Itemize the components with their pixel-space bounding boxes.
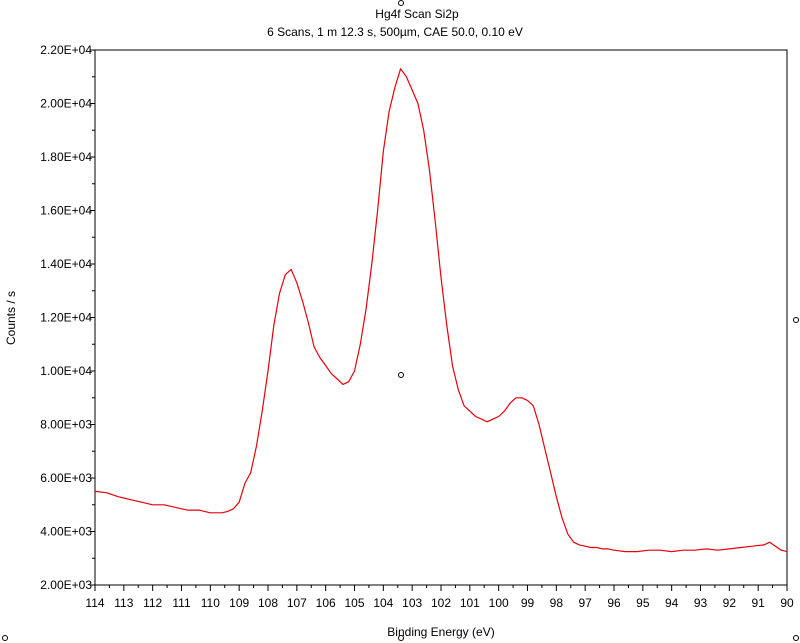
y-tick-label: 4.00E+03 xyxy=(40,525,92,539)
x-tick-label: 110 xyxy=(201,596,220,610)
y-tick-label: 1.80E+04 xyxy=(40,150,92,164)
chart-subtitle: 6 Scans, 1 m 12.3 s, 500µm, CAE 50.0, 0.… xyxy=(267,25,523,39)
x-tick-label: 94 xyxy=(665,596,679,610)
series-line-0 xyxy=(94,68,788,553)
x-axis: 114 113 112 111 110 109 108 107 106 105 104 103 102 1… xyxy=(85,585,794,610)
y-tick-label: 2.00E+03 xyxy=(40,578,92,592)
y-tick-label: 1.00E+04 xyxy=(40,364,92,378)
x-tick-label: 101 xyxy=(460,596,480,610)
x-tick-label: 106 xyxy=(316,596,336,610)
y-tick-label: 1.20E+04 xyxy=(40,311,92,325)
marker-top xyxy=(398,0,404,6)
x-tick-label: 103 xyxy=(402,596,422,610)
y-axis: 2.00E+03 4.00E+03 6.00E+03 8.00E+03 1.00E+04… xyxy=(40,43,95,592)
x-tick-label: 107 xyxy=(287,596,307,610)
y-tick-label: 8.00E+03 xyxy=(40,418,92,432)
marker-bottom-right xyxy=(793,635,799,641)
x-tick-label: 92 xyxy=(723,596,737,610)
x-tick-label: 113 xyxy=(114,596,133,610)
x-tick-label: 102 xyxy=(431,596,451,610)
y-tick-label: 2.00E+04 xyxy=(40,97,92,111)
x-axis-title: Binding Energy (eV) xyxy=(387,625,494,639)
x-tick-label: 99 xyxy=(521,596,535,610)
x-tick-label: 104 xyxy=(373,596,393,610)
plot-frame xyxy=(94,49,788,586)
x-tick-label: 105 xyxy=(344,596,364,610)
y-tick-label: 6.00E+03 xyxy=(40,471,92,485)
x-tick-label: 108 xyxy=(258,596,278,610)
x-tick-label: 90 xyxy=(780,596,794,610)
marker-bottom xyxy=(398,635,404,641)
x-tick-label: 91 xyxy=(751,596,765,610)
y-tick-label: 1.60E+04 xyxy=(40,204,92,218)
x-tick-label: 100 xyxy=(489,596,509,610)
x-tick-label: 98 xyxy=(550,596,564,610)
x-tick-label: 96 xyxy=(607,596,621,610)
x-tick-label: 109 xyxy=(229,596,249,610)
x-tick-label: 112 xyxy=(143,596,162,610)
marker-bottom-left xyxy=(2,635,8,641)
x-tick-label: 97 xyxy=(578,596,592,610)
marker-plot-top xyxy=(398,372,404,378)
y-tick-label: 1.40E+04 xyxy=(40,257,92,271)
y-axis-title: Counts / s xyxy=(4,291,18,345)
x-tick-label: 111 xyxy=(172,596,191,610)
y-tick-label: 2.20E+04 xyxy=(40,43,92,57)
series-group xyxy=(94,68,788,553)
x-tick-label: 95 xyxy=(636,596,650,610)
x-tick-label: 93 xyxy=(694,596,708,610)
chart-title: Hg4f Scan Si2p xyxy=(375,7,459,21)
marker-right xyxy=(793,317,799,323)
x-tick-label: 114 xyxy=(85,596,104,610)
